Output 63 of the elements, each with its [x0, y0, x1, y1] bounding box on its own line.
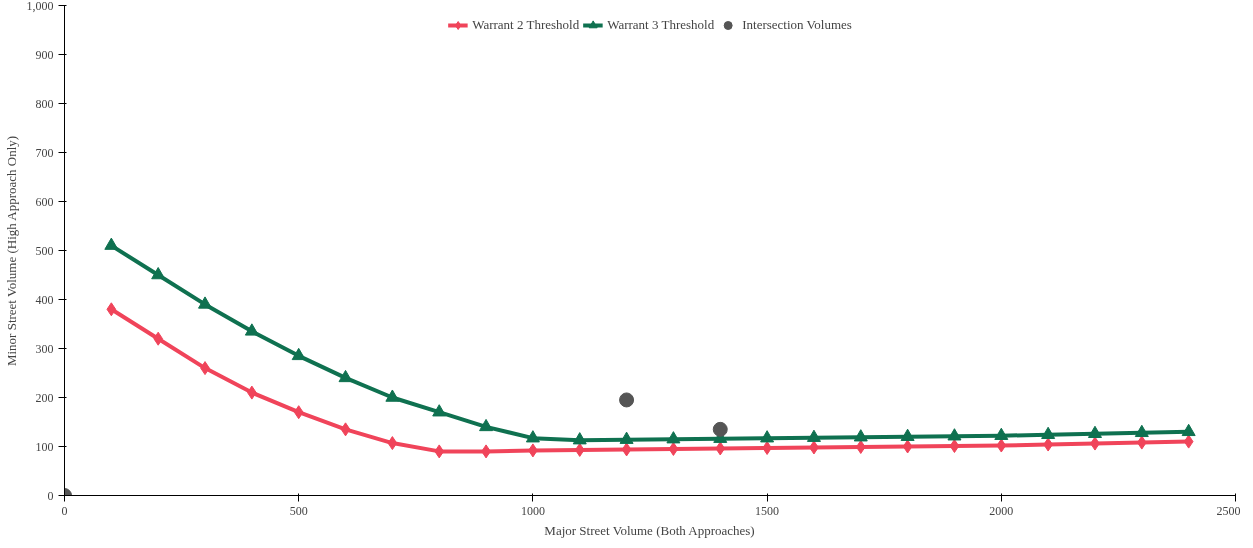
point [434, 444, 445, 459]
y-tick-label: 300 [35, 341, 54, 356]
y-tick-label: 800 [35, 96, 54, 111]
legend-label: Warrant 3 Threshold [607, 17, 715, 33]
y-tick-label: 100 [35, 439, 54, 454]
legend-label: Intersection Volumes [742, 17, 852, 33]
point [340, 422, 351, 437]
point [1041, 426, 1056, 439]
point [1183, 434, 1194, 449]
point [619, 392, 635, 408]
x-tick-label: 2500 [1216, 503, 1241, 518]
x-tick-label: 2000 [989, 503, 1014, 518]
point [153, 331, 164, 346]
x-axis-title: Major Street Volume (Both Approaches) [544, 522, 755, 538]
x-tick-label: 500 [289, 503, 308, 518]
point [853, 429, 868, 442]
point [104, 237, 119, 250]
y-tick-label: 0 [47, 488, 54, 503]
point [151, 266, 166, 280]
x-tick-label: 1500 [755, 503, 780, 518]
point [106, 302, 117, 317]
point [1136, 435, 1147, 450]
point [479, 418, 494, 432]
y-tick-label: 400 [35, 292, 54, 307]
point [668, 441, 679, 456]
point [900, 428, 915, 441]
point [994, 427, 1009, 440]
point [1134, 424, 1149, 438]
y-tick-label: 600 [35, 194, 54, 209]
point [525, 430, 540, 443]
point [572, 432, 587, 445]
point [806, 429, 821, 442]
x-tick-label: 1000 [520, 503, 545, 518]
point [715, 441, 726, 456]
point [949, 439, 960, 454]
point [712, 421, 728, 437]
y-tick-label: 500 [35, 243, 54, 258]
point [760, 430, 775, 443]
point [1181, 423, 1196, 437]
point [293, 405, 304, 420]
y-tick-label: 200 [35, 390, 54, 405]
y-axis-title: Minor Street Volume (High Approach Only) [3, 135, 19, 367]
point [432, 404, 447, 417]
point [387, 436, 398, 451]
y-tick-label: 900 [35, 47, 54, 62]
y-tick-label: 700 [35, 145, 54, 160]
point [244, 323, 259, 336]
point [996, 438, 1007, 453]
point [385, 389, 400, 402]
point [574, 442, 585, 457]
point [947, 428, 962, 441]
point [666, 431, 681, 444]
point [198, 296, 213, 309]
point [619, 431, 634, 444]
point [1087, 425, 1102, 439]
point [621, 442, 632, 457]
legend-label: Warrant 2 Threshold [472, 17, 580, 33]
point [855, 439, 866, 454]
point [902, 439, 913, 454]
point [338, 369, 353, 383]
point [291, 347, 306, 361]
x-tick-label: 0 [61, 503, 68, 518]
y-tick-label: 1,000 [26, 0, 54, 13]
